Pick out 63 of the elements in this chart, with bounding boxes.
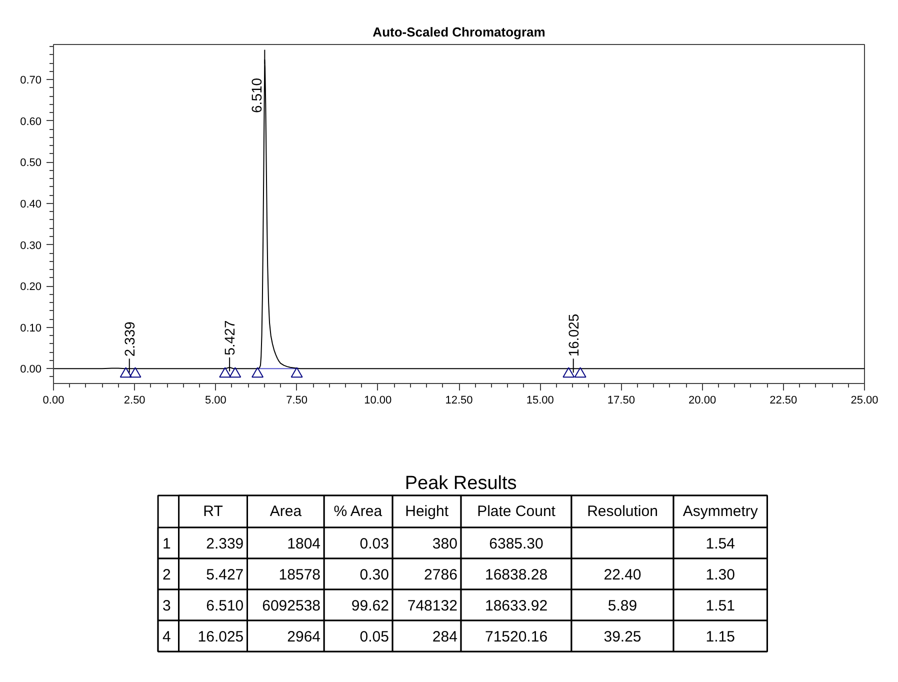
x-tick-label: Plate Count (477, 503, 556, 520)
data-label: 2786 (424, 566, 458, 584)
data-label: 0.03 (360, 536, 389, 552)
chart-title: Auto-Scaled Chromatogram (372, 24, 546, 40)
x-tick-label: 17.50 (607, 394, 635, 406)
data-label: 1.54 (706, 536, 735, 552)
y-tick-label: 0.10 (20, 322, 42, 334)
x-tick-label: Asymmetry (682, 503, 758, 520)
y-tick-label: 1 (162, 536, 171, 552)
data-label: 6092538 (262, 598, 321, 614)
x-tick-label: RT (203, 503, 223, 520)
data-label: 18578 (278, 566, 321, 584)
y-tick-label: 0.50 (20, 157, 42, 170)
data-label: 748132 (407, 598, 458, 614)
data-label: 2.339 (206, 536, 244, 552)
x-tick-label: % Area (334, 503, 383, 520)
data-label: 22.40 (604, 566, 642, 584)
annotation: 16.025 (565, 314, 582, 357)
annotation: 5.427 (222, 320, 238, 356)
data-label: 18633.92 (484, 598, 548, 614)
data-label: 0.05 (360, 628, 389, 646)
data-label: 71520.16 (484, 628, 548, 646)
data-label: 5.89 (608, 598, 638, 614)
y-tick-label: 0.70 (20, 74, 42, 87)
x-tick-label: 5.00 (204, 394, 226, 406)
x-tick-label: 22.50 (770, 394, 798, 406)
data-label: 1.51 (706, 598, 735, 614)
x-tick-label: 12.50 (445, 394, 473, 406)
x-tick-label: 15.00 (526, 394, 554, 406)
y-tick-label: 0.20 (20, 281, 42, 294)
data-label: 1804 (287, 536, 321, 552)
x-tick-label: Area (270, 503, 302, 520)
x-tick-label: 2.50 (124, 394, 146, 406)
data-label: 16.025 (198, 628, 244, 646)
data-label: 284 (432, 628, 458, 646)
annotation: 6.510 (248, 78, 265, 113)
data-label: 39.25 (604, 628, 642, 646)
annotation: 2.339 (121, 321, 138, 357)
x-tick-label: 25.00 (850, 394, 878, 406)
data-label: 1.15 (706, 628, 735, 646)
y-tick-label: 3 (162, 598, 171, 614)
data-label: 16838.28 (484, 566, 548, 584)
y-tick-label: 2 (162, 566, 171, 584)
chart-title: Peak Results (404, 473, 517, 494)
x-tick-label: 7.50 (286, 394, 308, 406)
y-tick-label: 0.30 (20, 240, 42, 252)
x-tick-label: 10.00 (364, 394, 392, 406)
data-label: 6385.30 (489, 536, 544, 552)
data-label: 0.30 (360, 566, 389, 584)
y-tick-label: 0.40 (20, 198, 42, 210)
x-tick-label: 0.00 (42, 394, 64, 406)
x-tick-label: 20.00 (688, 394, 716, 406)
data-label: 99.62 (351, 598, 389, 614)
data-label: 6.510 (206, 598, 244, 614)
y-tick-label: 0.00 (20, 364, 42, 376)
x-tick-label: Resolution (587, 503, 658, 520)
data-label: 1.30 (706, 566, 735, 584)
y-tick-label: 0.60 (20, 116, 42, 128)
y-tick-label: 4 (162, 628, 171, 646)
x-tick-label: Height (405, 503, 450, 520)
data-label: 380 (432, 536, 458, 552)
data-label: 5.427 (206, 566, 244, 584)
data-label: 2964 (287, 628, 321, 646)
